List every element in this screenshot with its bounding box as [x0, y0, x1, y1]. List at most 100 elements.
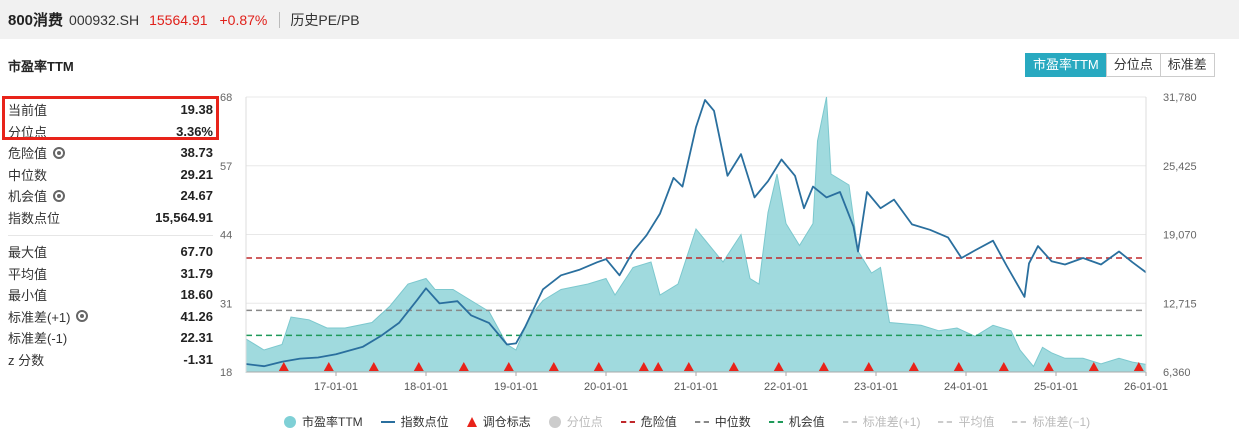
index-line	[245, 99, 1147, 368]
stat-label: z 分数	[8, 352, 45, 368]
gear-icon[interactable]	[76, 310, 89, 323]
rebalance-marker	[368, 362, 379, 371]
rebalance-marker	[773, 362, 784, 371]
legend-label: 平均值	[958, 415, 995, 429]
rebalance-marker	[503, 362, 514, 371]
rebalance-marker	[458, 362, 469, 371]
highlight-box	[2, 96, 219, 140]
tab-pe-ttm[interactable]: 市盈率TTM	[1025, 53, 1107, 77]
y-right-tick-label: 25,425	[1163, 161, 1197, 173]
stat-value: 15,564.91	[155, 209, 213, 225]
stats-panel: 当前值 19.38 分位点 3.36% 危险值 38.73 中位数 29.21 机会值 24.67…	[8, 99, 213, 370]
stat-label: 中位数	[8, 167, 48, 183]
legend-item[interactable]: 市盈率TTM	[284, 413, 363, 430]
x-tick-label: 23-01-01	[854, 381, 898, 393]
legend-item[interactable]: 中位数	[694, 413, 751, 430]
history-pe-pb-link[interactable]: 历史PE/PB	[290, 11, 360, 28]
legend-label: 调仓标志	[482, 415, 531, 429]
x-tick-label: 26-01-01	[1124, 381, 1168, 393]
stat-label: 指数点位	[8, 210, 61, 226]
stat-value: -1.31	[183, 351, 213, 367]
stat-row: 标准差(+1) 41.26	[8, 306, 213, 328]
rebalance-marker	[818, 362, 829, 371]
rebalance-marker	[278, 362, 289, 371]
divider	[279, 11, 281, 28]
tab-std-dev[interactable]: 标准差	[1159, 53, 1215, 77]
stat-row: 指数点位 15,564.91	[8, 207, 213, 229]
legend-item[interactable]: 危险值	[620, 413, 677, 430]
stat-label: 危险值	[8, 146, 48, 162]
gear-icon[interactable]	[53, 189, 66, 202]
rebalance-marker	[908, 362, 919, 371]
x-tick-label: 18-01-01	[404, 381, 448, 393]
rebalance-marker	[683, 362, 694, 371]
stat-label: 分位点	[8, 124, 48, 140]
y-left-tick-label: 68	[220, 92, 232, 104]
x-tick-label: 20-01-01	[584, 381, 628, 393]
legend-label: 标准差(−1)	[1032, 415, 1091, 429]
legend-swatch	[284, 415, 296, 428]
stat-label: 当前值	[8, 103, 48, 119]
x-tick-label: 22-01-01	[764, 381, 808, 393]
stat-row: 机会值 24.67	[8, 185, 213, 207]
rebalance-marker	[323, 362, 334, 371]
legend-swatch	[380, 420, 395, 423]
legend-item[interactable]: 标准差(+1)	[842, 413, 921, 430]
rebalance-marker	[638, 362, 649, 371]
stat-value: 29.21	[180, 166, 213, 182]
stat-value: 38.73	[180, 145, 213, 161]
legend-item[interactable]: 调仓标志	[466, 413, 531, 430]
rebalance-marker	[1133, 362, 1144, 371]
stat-value: 22.31	[180, 330, 213, 346]
gear-icon[interactable]	[53, 146, 66, 159]
x-tick-label: 17-01-01	[314, 381, 358, 393]
stat-value: 18.60	[180, 287, 213, 303]
legend-label: 指数点位	[400, 415, 449, 429]
stat-row: z 分数 -1.31	[8, 349, 213, 371]
stat-value: 3.36%	[176, 123, 213, 139]
x-tick-label: 21-01-01	[674, 381, 718, 393]
legend-label: 标准差(+1)	[862, 415, 921, 429]
stat-row: 最小值 18.60	[8, 284, 213, 306]
rebalance-marker	[653, 362, 664, 371]
rebalance-marker	[413, 362, 424, 371]
legend-item[interactable]: 分位点	[548, 413, 603, 430]
stat-label: 最小值	[8, 288, 48, 304]
x-tick-label: 19-01-01	[494, 381, 538, 393]
legend-swatch	[938, 420, 953, 423]
stat-row: 分位点 3.36%	[8, 121, 213, 143]
section-title: 市盈率TTM	[8, 59, 74, 74]
stat-row: 危险值 38.73	[8, 142, 213, 164]
stat-row: 中位数 29.21	[8, 164, 213, 186]
legend-label: 分位点	[566, 415, 603, 429]
stat-row: 最大值 67.70	[8, 241, 213, 263]
stat-value: 19.38	[180, 102, 213, 118]
legend-item[interactable]: 机会值	[768, 413, 825, 430]
index-change: +0.87%	[219, 11, 268, 28]
stat-label: 标准差(+1)	[8, 309, 71, 325]
index-code: 000932.SH	[69, 11, 140, 28]
legend-item[interactable]: 平均值	[938, 413, 994, 430]
pe-area	[245, 96, 1147, 373]
stat-label: 平均值	[8, 266, 48, 282]
y-right-tick-label: 31,780	[1163, 92, 1197, 104]
pe-chart: 18 31 44 57 68 6,360 12,715 19,070 25,425 31,780 1…	[220, 92, 1197, 393]
legend-swatch	[768, 420, 783, 423]
legend-label: 机会值	[788, 415, 825, 429]
y-right-tick-label: 12,715	[1163, 298, 1197, 310]
legend-item[interactable]: 指数点位	[380, 413, 449, 430]
y-left-tick-label: 44	[220, 230, 232, 242]
y-left-tick-label: 57	[220, 161, 232, 173]
legend-label: 市盈率TTM	[302, 415, 363, 429]
legend-item[interactable]: 标准差(−1)	[1012, 413, 1090, 430]
rebalance-marker	[1088, 362, 1099, 371]
chart-legend: 市盈率TTM 指数点位 调仓标志 分位点 危险值 中位数 机会值 标准差(+1) 平均值 标准差(…	[284, 413, 1108, 430]
legend-swatch	[694, 420, 709, 423]
legend-swatch	[548, 415, 561, 428]
index-price: 15564.91	[149, 11, 208, 28]
tab-percentile[interactable]: 分位点	[1105, 53, 1161, 77]
y-left-tick-label: 31	[220, 298, 232, 310]
legend-label: 中位数	[714, 415, 751, 429]
legend-swatch	[466, 416, 477, 427]
legend-swatch	[620, 420, 635, 423]
